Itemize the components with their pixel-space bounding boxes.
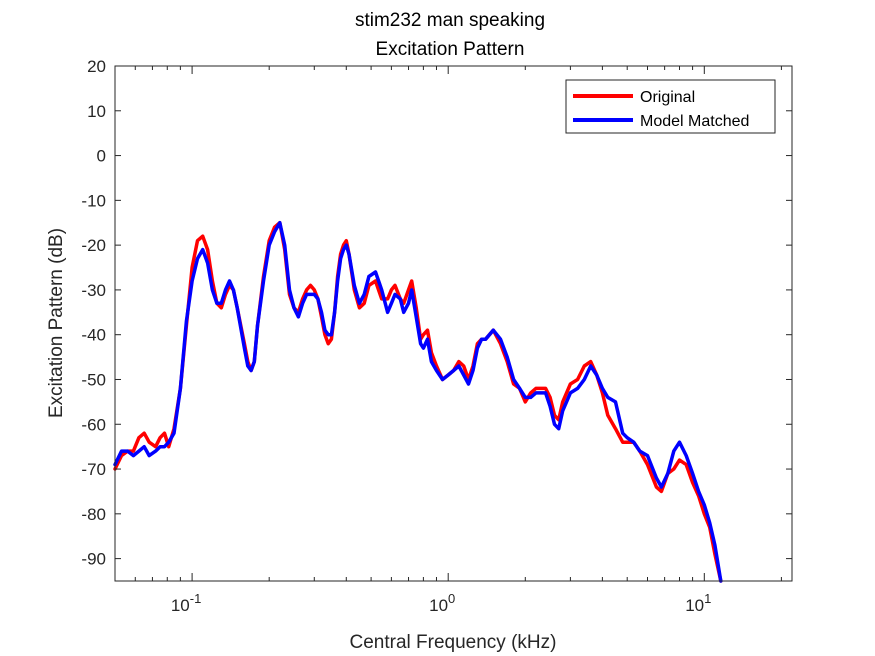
y-tick-label: -30 [81,281,106,300]
y-tick-label: -90 [81,550,106,569]
y-tick-label: -80 [81,505,106,524]
y-tick-label: 0 [97,147,106,166]
chart-subtitle: Excitation Pattern [376,39,525,60]
legend: Original Model Matched [565,79,776,134]
chart-title: stim232 man speaking [355,10,545,31]
plot-frame [114,65,793,582]
y-tick-label: -20 [81,236,106,255]
plot-area [115,66,792,581]
y-tick-label: -40 [81,326,106,345]
y-tick-label: -10 [81,191,106,210]
y-tick-label: 20 [87,57,106,76]
y-tick-label: -70 [81,460,106,479]
legend-label-model-matched: Model Matched [640,113,749,130]
legend-label-original: Original [640,89,695,106]
legend-box [565,79,776,134]
series-line-model-matched [113,220,723,583]
y-tick-label: -60 [81,415,106,434]
y-axis-label: Excitation Pattern (dB) [46,228,67,418]
y-tick-label: 10 [87,102,106,121]
y-axis: 20 10 0 -10 -20 -30 -40 -50 -60 -70 -80 -90 [81,57,792,569]
y-tick-label: -50 [81,370,106,389]
series-layer [113,220,723,583]
x-axis-label: Central Frequency (kHz) [350,632,557,653]
